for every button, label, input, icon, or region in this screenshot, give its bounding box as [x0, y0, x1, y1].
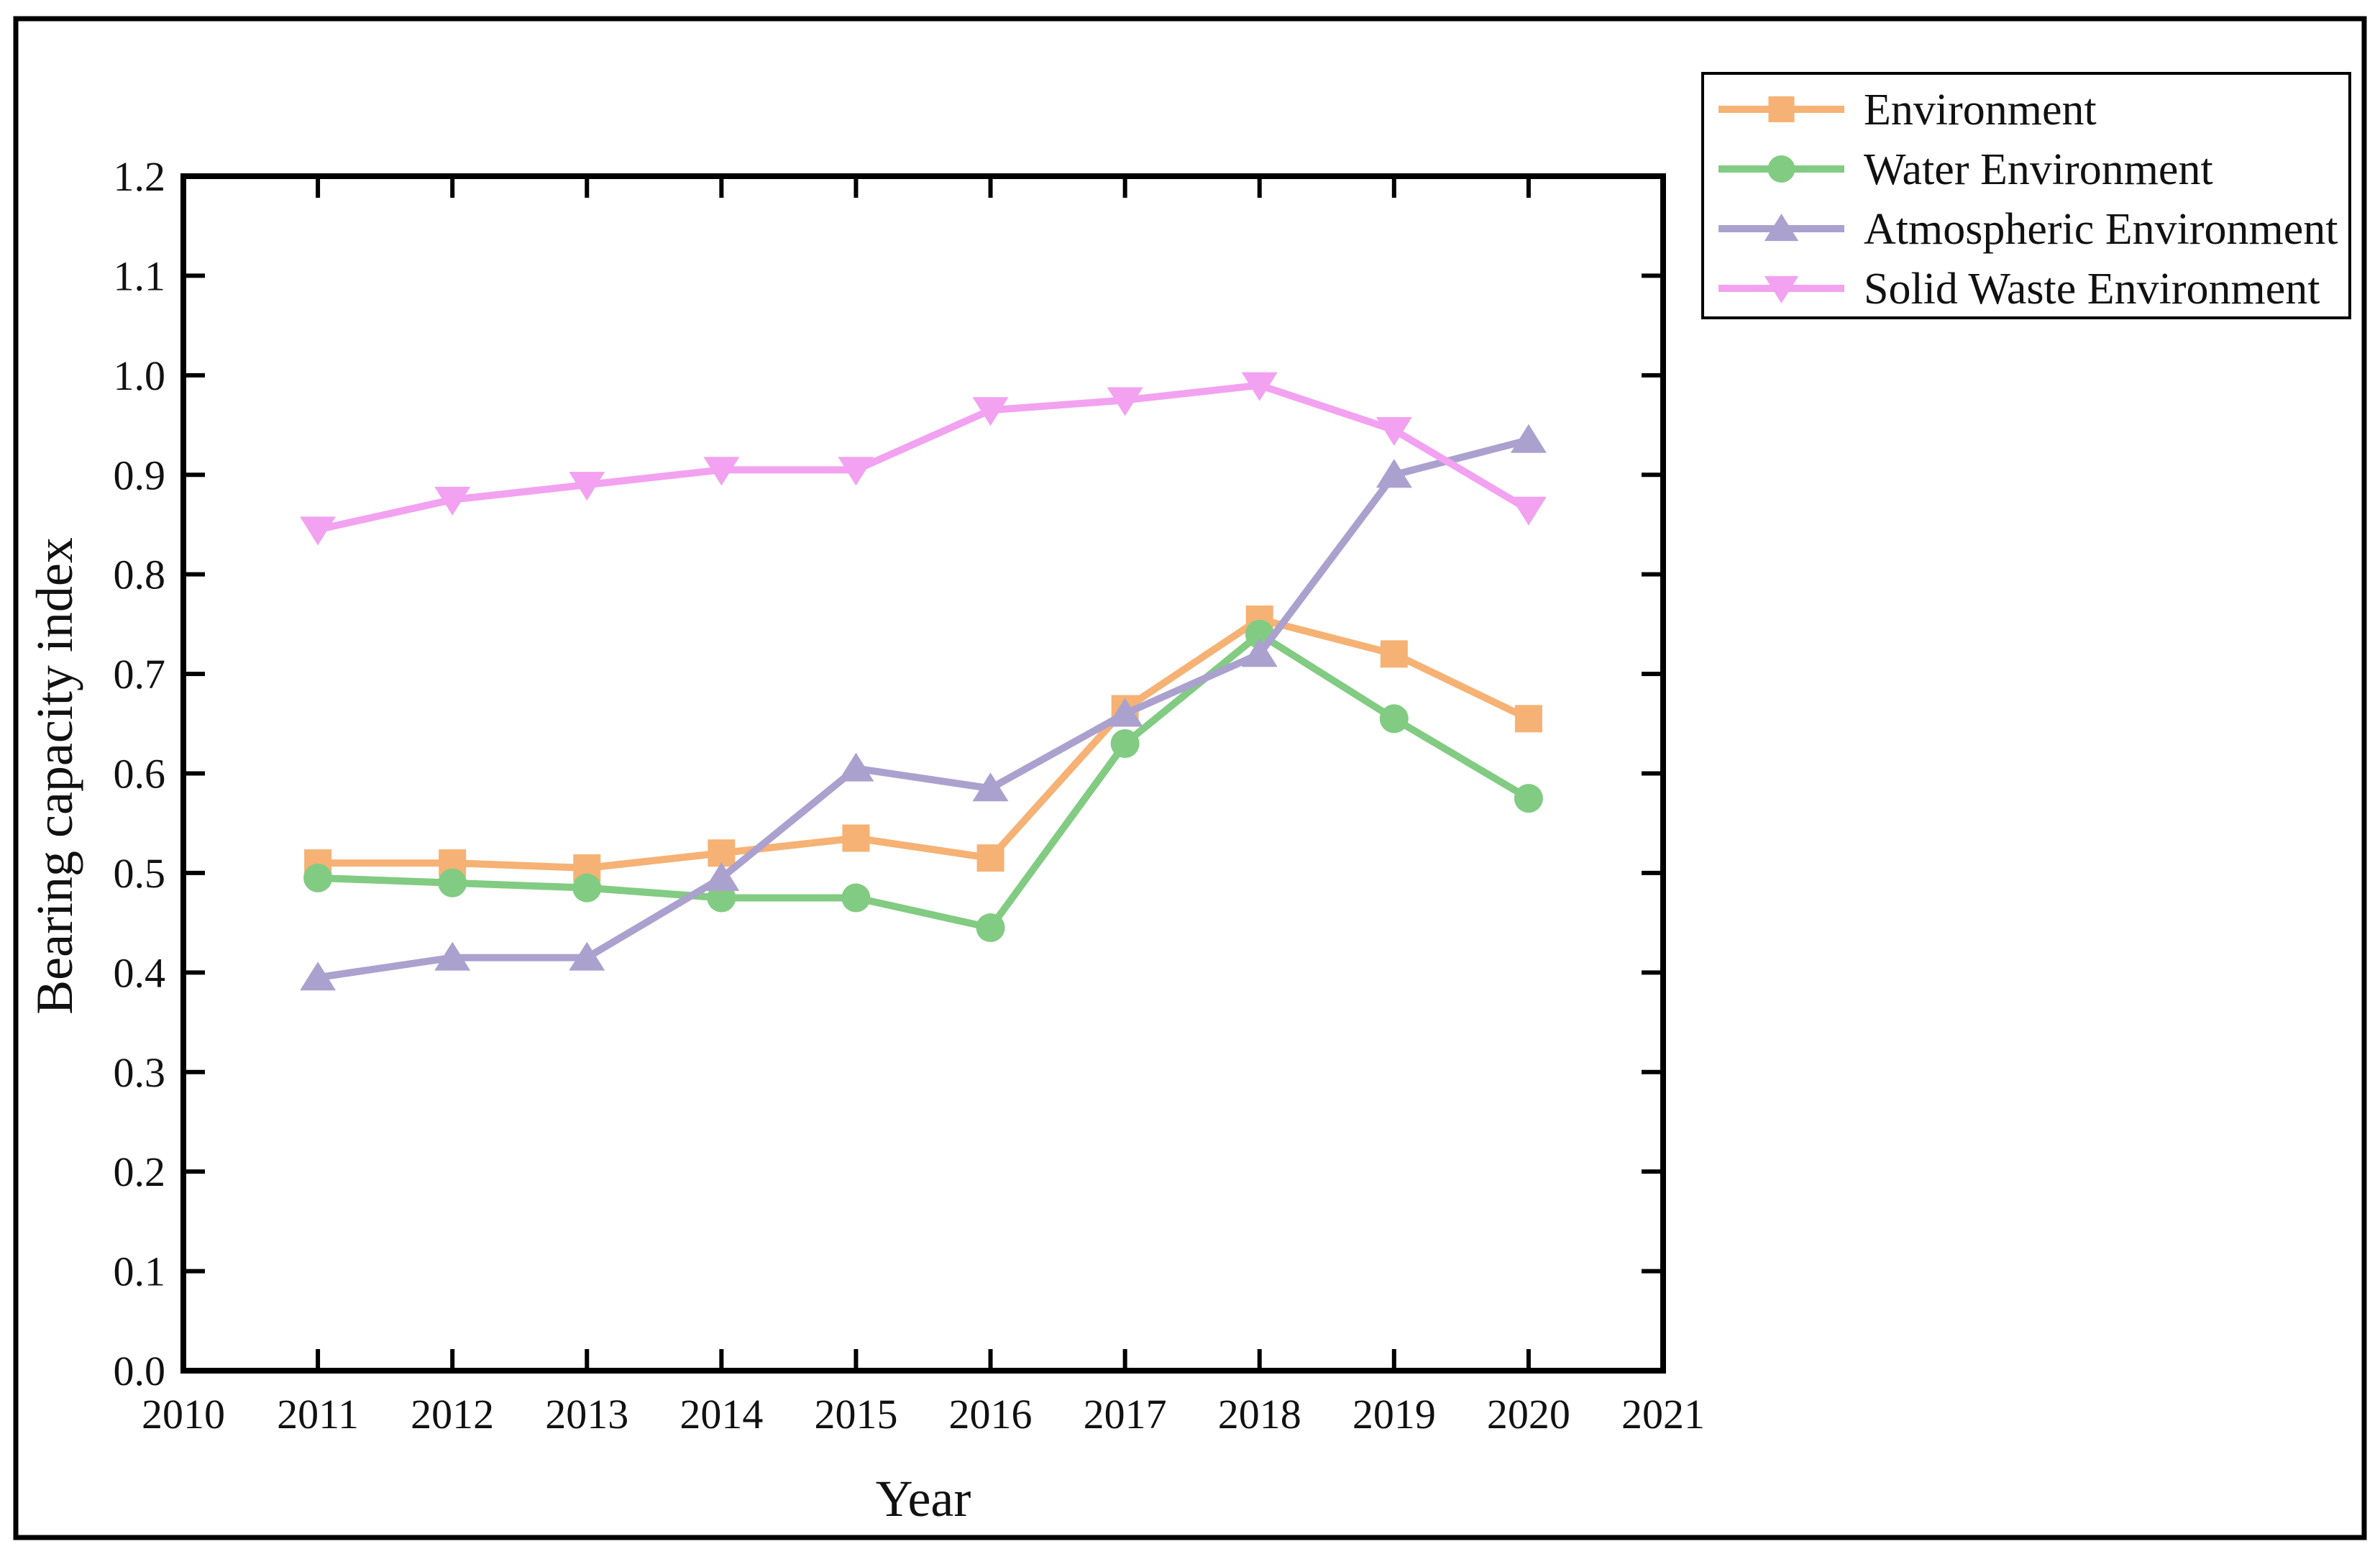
legend-label: Atmospheric Environment — [1864, 205, 2338, 254]
data-point-marker — [569, 941, 605, 971]
legend-label: Solid Waste Environment — [1864, 265, 2320, 314]
x-tick-label: 2011 — [277, 1391, 359, 1438]
data-point-marker — [976, 844, 1004, 872]
data-point-marker — [569, 472, 605, 501]
axes-layer: 2010 2011 2012 2013 2014 2015 2016 2017 2018 2019… — [114, 153, 1706, 1438]
y-tick-label: 0.7 — [114, 651, 166, 698]
x-tick-label: 2020 — [1487, 1391, 1570, 1438]
data-point-marker — [1510, 496, 1547, 526]
y-tick-label: 0.9 — [114, 452, 166, 498]
y-tick-label: 1.0 — [114, 352, 166, 399]
legend-item: Environment — [1718, 86, 2097, 134]
data-point-marker — [703, 457, 740, 486]
data-point-marker — [438, 868, 467, 897]
legend-box — [1701, 72, 2351, 319]
series-line — [317, 381, 1531, 534]
legend-item: Water Environment — [1718, 145, 2213, 194]
data-point-marker — [838, 457, 874, 486]
x-tick-label: 2013 — [545, 1391, 628, 1438]
y-tick-label: 0.6 — [114, 751, 166, 798]
series-solid-waste-environment — [300, 372, 1547, 546]
data-point-marker — [972, 397, 1009, 426]
data-point-marker — [1768, 96, 1795, 123]
data-point-marker — [1767, 155, 1795, 183]
x-tick-label: 2014 — [679, 1391, 763, 1438]
data-point-marker — [1514, 784, 1543, 813]
y-tick-label: 0.3 — [114, 1049, 166, 1096]
x-tick-label: 2016 — [949, 1391, 1033, 1438]
series-line — [318, 615, 1531, 872]
data-point-marker — [972, 772, 1009, 802]
x-axis-title: Year — [876, 1470, 971, 1527]
figure-border — [13, 16, 2367, 1540]
data-point-marker — [976, 913, 1005, 943]
data-point-marker — [1379, 704, 1409, 734]
data-point-marker — [303, 863, 333, 892]
x-tick-label: 2012 — [411, 1391, 494, 1438]
data-point-marker — [1241, 372, 1278, 401]
legend-label: Environment — [1864, 86, 2097, 134]
data-point-marker — [434, 486, 471, 516]
data-point-marker — [1376, 459, 1412, 488]
x-tick-label: 2019 — [1353, 1391, 1436, 1438]
x-tick-label: 2017 — [1084, 1391, 1167, 1438]
x-tick-label: 2018 — [1218, 1391, 1301, 1438]
data-point-marker — [1510, 424, 1547, 453]
y-tick-label: 0.0 — [114, 1348, 166, 1394]
legend-item: Solid Waste Environment — [1718, 265, 2320, 314]
y-tick-label: 0.1 — [114, 1248, 166, 1295]
data-point-marker — [1764, 275, 1799, 303]
series-atmospheric-environment — [300, 424, 1547, 991]
y-tick-label: 0.2 — [114, 1148, 166, 1195]
data-point-marker — [703, 862, 740, 891]
data-point-marker — [300, 516, 337, 546]
data-point-marker — [841, 883, 871, 913]
data-point-marker — [838, 752, 874, 782]
data-point-marker — [1107, 698, 1143, 727]
data-point-marker — [1376, 416, 1412, 446]
plot-border — [180, 173, 1666, 1374]
x-tick-label: 2021 — [1621, 1391, 1705, 1438]
x-tick-label: 2015 — [814, 1391, 897, 1438]
data-point-marker — [842, 824, 870, 852]
legend-label: Water Environment — [1864, 145, 2213, 194]
data-point-marker — [434, 941, 471, 971]
legend-layer: Environment Water Environment Atmospheric … — [1701, 72, 2351, 319]
data-point-marker — [1514, 705, 1542, 733]
series-line — [317, 629, 1531, 932]
y-tick-label: 1.2 — [114, 153, 166, 200]
data-point-marker — [1764, 214, 1799, 242]
legend-item: Atmospheric Environment — [1718, 205, 2338, 254]
data-point-marker — [300, 961, 337, 991]
series-line — [317, 436, 1530, 982]
data-point-marker — [572, 873, 602, 903]
y-tick-label: 0.8 — [114, 552, 166, 598]
data-point-marker — [1380, 640, 1408, 668]
series-layer — [300, 372, 1547, 991]
data-point-marker — [1110, 728, 1140, 758]
y-tick-label: 1.1 — [114, 252, 166, 299]
data-point-marker — [1107, 387, 1143, 416]
y-tick-label: 0.5 — [114, 850, 166, 897]
y-axis-title: Bearing capacity index — [26, 537, 83, 1015]
data-point-marker — [1241, 638, 1278, 667]
x-tick-label: 2010 — [142, 1391, 225, 1438]
series-environment — [304, 605, 1542, 882]
y-tick-label: 0.4 — [114, 949, 166, 996]
